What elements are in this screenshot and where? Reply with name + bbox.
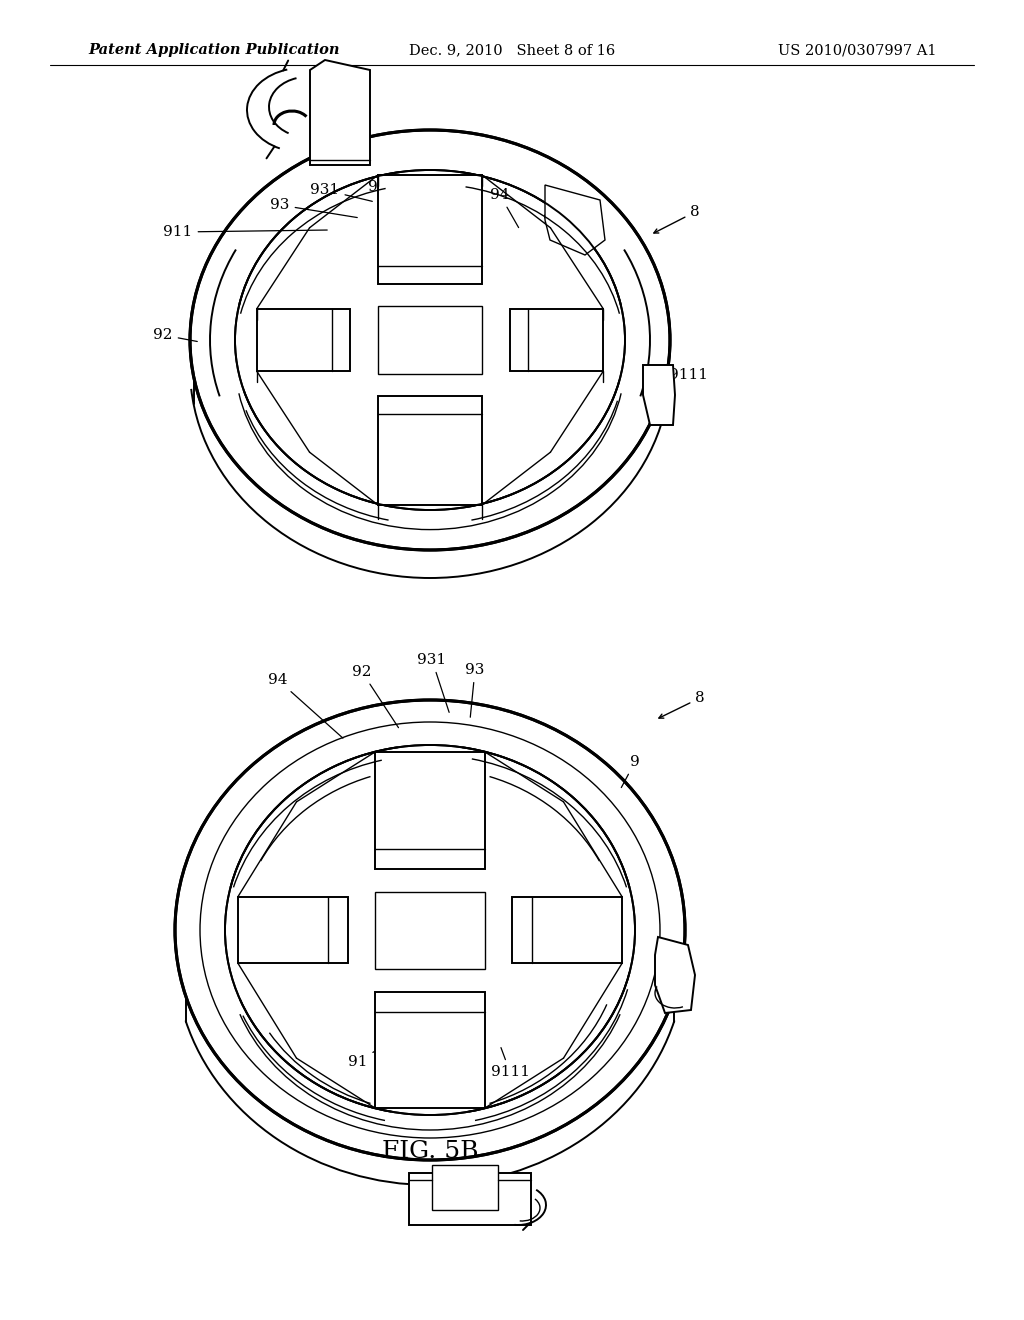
Text: FIG. 5A: FIG. 5A <box>382 449 478 471</box>
Text: 9: 9 <box>543 213 568 248</box>
Polygon shape <box>375 891 485 969</box>
Ellipse shape <box>234 170 625 510</box>
Polygon shape <box>432 1166 498 1210</box>
Polygon shape <box>378 396 482 506</box>
Text: US 2010/0307997 A1: US 2010/0307997 A1 <box>777 44 936 57</box>
Text: 93: 93 <box>465 663 484 717</box>
Polygon shape <box>409 1173 531 1225</box>
Ellipse shape <box>225 744 635 1115</box>
Ellipse shape <box>190 129 670 550</box>
Text: Patent Application Publication: Patent Application Publication <box>88 44 340 57</box>
Polygon shape <box>238 898 348 964</box>
Text: 92: 92 <box>154 327 198 342</box>
Polygon shape <box>375 991 485 1107</box>
Polygon shape <box>643 366 675 425</box>
Polygon shape <box>545 185 605 255</box>
Text: 9111: 9111 <box>490 1048 529 1078</box>
Polygon shape <box>510 309 603 371</box>
Text: 9: 9 <box>622 755 640 788</box>
Text: 94: 94 <box>490 187 518 227</box>
Polygon shape <box>512 898 623 964</box>
Text: 911: 911 <box>164 224 328 239</box>
Polygon shape <box>257 309 350 371</box>
Text: 8: 8 <box>654 205 699 234</box>
Text: FIG. 5B: FIG. 5B <box>382 1140 478 1163</box>
Text: 91: 91 <box>348 1036 397 1069</box>
Text: 9111: 9111 <box>654 368 708 391</box>
Text: 931: 931 <box>310 183 373 202</box>
Text: 93: 93 <box>270 198 357 218</box>
Polygon shape <box>375 752 485 869</box>
Text: 931: 931 <box>418 653 450 713</box>
Text: Dec. 9, 2010   Sheet 8 of 16: Dec. 9, 2010 Sheet 8 of 16 <box>409 44 615 57</box>
Text: 911: 911 <box>390 1052 438 1086</box>
Polygon shape <box>378 306 482 374</box>
Text: 94: 94 <box>268 673 343 738</box>
Text: 8: 8 <box>658 690 705 718</box>
Text: 92: 92 <box>352 665 398 727</box>
Polygon shape <box>310 59 370 165</box>
Polygon shape <box>378 176 482 284</box>
Text: 91: 91 <box>369 180 397 197</box>
Polygon shape <box>655 937 695 1012</box>
Ellipse shape <box>175 700 685 1160</box>
